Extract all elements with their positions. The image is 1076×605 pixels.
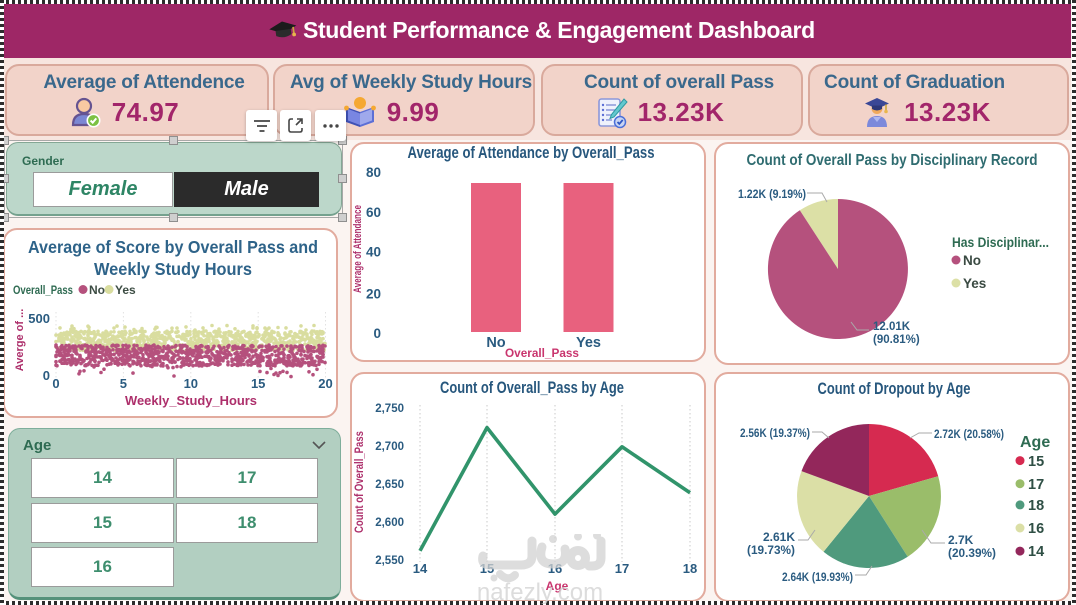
- svg-text:5: 5: [120, 376, 127, 391]
- svg-text:500: 500: [28, 311, 50, 326]
- svg-text:nafezly.com: nafezly.com: [477, 579, 603, 604]
- svg-text:(90.81%): (90.81%): [873, 334, 920, 346]
- svg-text:Count of Overall_Pass by Age: Count of Overall_Pass by Age: [440, 379, 624, 397]
- svg-text:16: 16: [1028, 521, 1044, 537]
- svg-text:2,550: 2,550: [375, 555, 404, 567]
- svg-text:Yes: Yes: [576, 335, 601, 351]
- svg-text:(19.73%): (19.73%): [747, 543, 795, 557]
- svg-text:20: 20: [366, 286, 381, 301]
- svg-text:2.56K (19.37%): 2.56K (19.37%): [740, 426, 810, 440]
- svg-text:Has Disciplinar...: Has Disciplinar...: [952, 235, 1049, 250]
- svg-text:0: 0: [52, 376, 59, 391]
- svg-text:(20.39%): (20.39%): [948, 546, 996, 560]
- svg-text:18: 18: [683, 561, 697, 576]
- svg-text:No: No: [89, 283, 105, 297]
- svg-text:2,600: 2,600: [375, 517, 404, 529]
- svg-text:2,750: 2,750: [375, 403, 404, 415]
- svg-text:17: 17: [1028, 477, 1044, 493]
- svg-text:2.72K (20.58%): 2.72K (20.58%): [934, 427, 1004, 441]
- svg-text:Weekly_Study_Hours: Weekly_Study_Hours: [125, 394, 257, 408]
- svg-text:60: 60: [366, 205, 381, 220]
- svg-text:Yes: Yes: [115, 283, 136, 297]
- svg-text:14: 14: [413, 561, 428, 576]
- svg-text:Count of Overall_Pass: Count of Overall_Pass: [354, 431, 366, 533]
- svg-text:1.22K (9.19%): 1.22K (9.19%): [738, 187, 806, 201]
- svg-text:2.64K (19.93%): 2.64K (19.93%): [782, 570, 853, 584]
- svg-text:Average of Attendance by Overa: Average of Attendance by Overall_Pass: [408, 144, 655, 162]
- svg-text:Age: Age: [546, 579, 569, 593]
- svg-text:18: 18: [1028, 498, 1044, 514]
- svg-text:2,650: 2,650: [375, 479, 404, 491]
- svg-text:Weekly Study Hours: Weekly Study Hours: [94, 259, 252, 279]
- svg-text:Overall_Pass: Overall_Pass: [13, 283, 73, 297]
- svg-text:Average of Attendance: Average of Attendance: [352, 205, 364, 293]
- svg-text:0: 0: [373, 326, 381, 341]
- svg-text:Overall_Pass: Overall_Pass: [505, 346, 579, 360]
- svg-text:Average of Score by Overall Pa: Average of Score by Overall Pass and: [28, 237, 318, 257]
- svg-text:12.01K: 12.01K: [873, 321, 911, 333]
- svg-text:2.7K: 2.7K: [948, 533, 974, 547]
- svg-text:20: 20: [318, 376, 332, 391]
- svg-text:10: 10: [184, 376, 198, 391]
- svg-text:No: No: [963, 253, 981, 268]
- svg-text:Yes: Yes: [963, 276, 986, 291]
- svg-text:No: No: [486, 335, 505, 351]
- svg-text:2,700: 2,700: [375, 441, 404, 453]
- svg-text:80: 80: [366, 165, 381, 180]
- svg-text:2.61K: 2.61K: [763, 530, 795, 544]
- svg-text:14: 14: [1028, 544, 1044, 560]
- svg-text:Count of Dropout by Age: Count of Dropout by Age: [818, 380, 971, 398]
- svg-text:40: 40: [366, 245, 381, 260]
- svg-text:15: 15: [251, 376, 265, 391]
- svg-text:17: 17: [615, 561, 629, 576]
- svg-text:Count of Overall Pass by Disci: Count of Overall Pass by Disciplinary Re…: [747, 152, 1038, 169]
- svg-text:Averge of ...: Averge of ...: [14, 309, 26, 372]
- svg-text:15: 15: [1028, 454, 1044, 470]
- svg-text:Age: Age: [1020, 434, 1050, 451]
- svg-text:0: 0: [43, 368, 50, 383]
